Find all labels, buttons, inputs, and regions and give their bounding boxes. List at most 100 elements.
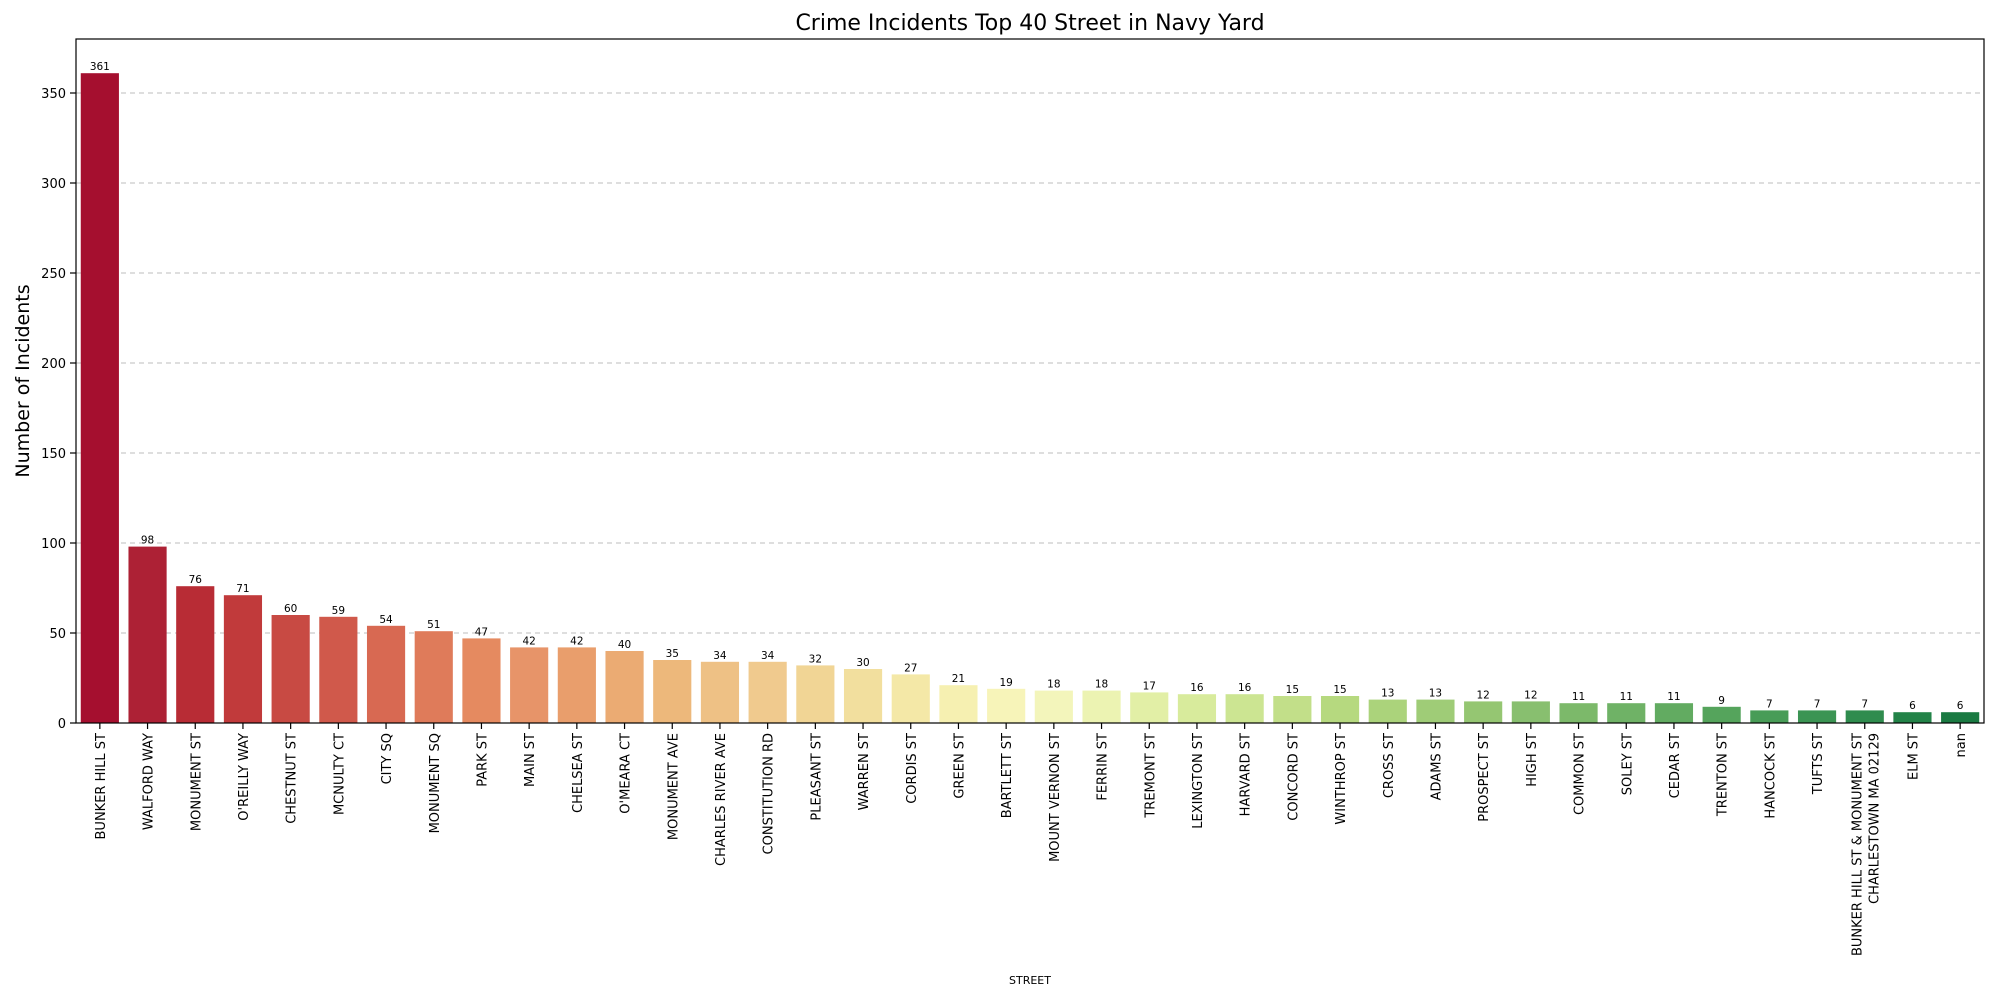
x-tick-label: CEDAR ST (1668, 733, 1683, 798)
data-label: 7 (1861, 698, 1868, 710)
y-tick-label: 300 (41, 177, 66, 192)
bar (1607, 703, 1646, 723)
y-tick-label: 150 (41, 447, 66, 462)
bar (223, 595, 263, 723)
y-tick-label: 0 (58, 717, 66, 732)
bar (987, 688, 1026, 723)
bar (1845, 710, 1884, 723)
y-tick-label: 250 (41, 267, 66, 282)
bar (1320, 696, 1360, 723)
plot-frame (75, 38, 1985, 724)
bar (176, 586, 215, 723)
y-axis-label: Number of Incidents (12, 284, 34, 477)
data-label: 76 (189, 574, 203, 586)
x-tick-label: HARVARD ST (1239, 733, 1254, 816)
x-tick-label: WINTHROP ST (1334, 733, 1349, 825)
bar (319, 616, 358, 723)
bar (748, 661, 787, 723)
x-tick-label: PROSPECT ST (1477, 733, 1492, 822)
bar (1511, 701, 1550, 723)
data-label: 7 (1814, 698, 1821, 710)
bar (891, 674, 930, 723)
x-tick-label: MONUMENT AVE (666, 733, 681, 840)
bar (1034, 690, 1073, 723)
data-label: 11 (1572, 691, 1585, 703)
bar (843, 669, 883, 723)
bar (1893, 712, 1932, 723)
bar (128, 546, 167, 723)
data-label: 34 (713, 650, 727, 662)
data-label: 13 (1429, 688, 1442, 700)
bars (80, 73, 1980, 723)
data-label: 13 (1381, 688, 1394, 700)
data-label: 27 (904, 662, 917, 674)
y-axis-ticks: 0 50 100 150 200 250 300 350 (41, 87, 76, 732)
x-tick-label: TREMONT ST (1143, 733, 1158, 819)
data-label: 21 (952, 673, 965, 685)
data-label: 12 (1476, 689, 1489, 701)
bar (653, 660, 692, 723)
data-label: 42 (570, 635, 583, 647)
bar (1416, 699, 1455, 723)
x-tick-label: BUNKER HILL ST & MONUMENT ST CHARLESTOWN … (1850, 733, 1882, 956)
bar (557, 647, 596, 723)
x-tick-label: TRENTON ST (1716, 733, 1731, 817)
bar (1797, 710, 1837, 723)
x-tick-label: BARTLETT ST (1000, 733, 1015, 818)
data-label: 12 (1524, 689, 1537, 701)
data-label: 18 (1095, 679, 1108, 691)
bar (796, 665, 835, 723)
x-tick-label: CHELSEA ST (571, 733, 586, 813)
grid-lines (76, 92, 1984, 634)
data-label: 59 (332, 605, 345, 617)
data-label: 15 (1333, 684, 1346, 696)
x-tick-label: BUNKER HILL ST (94, 733, 109, 840)
data-label: 16 (1190, 682, 1204, 694)
bar (414, 631, 453, 723)
bar (1941, 712, 1980, 723)
x-tick-label: WARREN ST (857, 733, 872, 810)
bar (1130, 692, 1169, 723)
data-label: 35 (666, 648, 679, 660)
y-tick-label: 350 (41, 87, 66, 102)
x-tick-label: SOLEY ST (1620, 733, 1635, 795)
x-tick-label: LEXINGTON ST (1191, 733, 1206, 829)
data-label: 42 (522, 635, 535, 647)
x-tick-label: COMMON ST (1573, 733, 1588, 815)
data-label: 34 (761, 650, 775, 662)
x-tick-label: CONCORD ST (1286, 733, 1301, 821)
x-tick-label: CHESTNUT ST (285, 733, 300, 824)
x-tick-label: MOUNT VERNON ST (1048, 733, 1063, 862)
bar (1082, 690, 1121, 723)
data-label: 47 (475, 626, 488, 638)
data-label: 361 (90, 61, 110, 73)
data-label: 19 (999, 677, 1012, 689)
x-tick-label: GREEN ST (952, 733, 967, 799)
bar (462, 638, 501, 723)
data-label: 40 (618, 639, 631, 651)
data-label: 9 (1718, 695, 1725, 707)
x-tick-label: MCNULTY CT (332, 733, 347, 815)
x-tick-label: CORDIS ST (905, 733, 920, 804)
data-label: 18 (1047, 679, 1060, 691)
bar (80, 73, 119, 723)
data-label: 16 (1238, 682, 1252, 694)
x-tick-label: CONSTITUTION RD (762, 733, 777, 854)
x-tick-label: TUFTS ST (1811, 733, 1826, 795)
x-tick-label: MAIN ST (523, 733, 538, 787)
x-tick-label: MONUMENT SQ (428, 733, 443, 833)
x-tick-label: ADAMS ST (1429, 733, 1444, 800)
y-tick-label: 50 (49, 627, 66, 642)
data-label: 6 (1909, 700, 1916, 712)
data-label: 51 (427, 619, 440, 631)
x-tick-label: PARK ST (475, 733, 490, 787)
bar (605, 651, 644, 723)
x-tick-label: O'REILLY WAY (237, 733, 252, 821)
bar (1464, 701, 1503, 723)
x-tick-label: CITY SQ (380, 733, 395, 784)
x-tick-label: nan (1954, 733, 1969, 757)
bar (1750, 710, 1789, 723)
y-tick-label: 100 (41, 537, 66, 552)
x-axis-ticks: BUNKER HILL ST WALFORD WAY MONUMENT ST O'RE… (94, 723, 1969, 956)
data-label: 98 (141, 535, 154, 547)
